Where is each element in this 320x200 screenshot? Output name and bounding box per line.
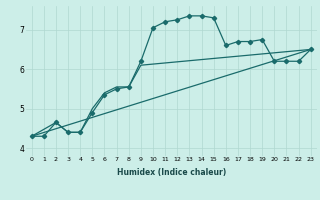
X-axis label: Humidex (Indice chaleur): Humidex (Indice chaleur): [116, 168, 226, 177]
